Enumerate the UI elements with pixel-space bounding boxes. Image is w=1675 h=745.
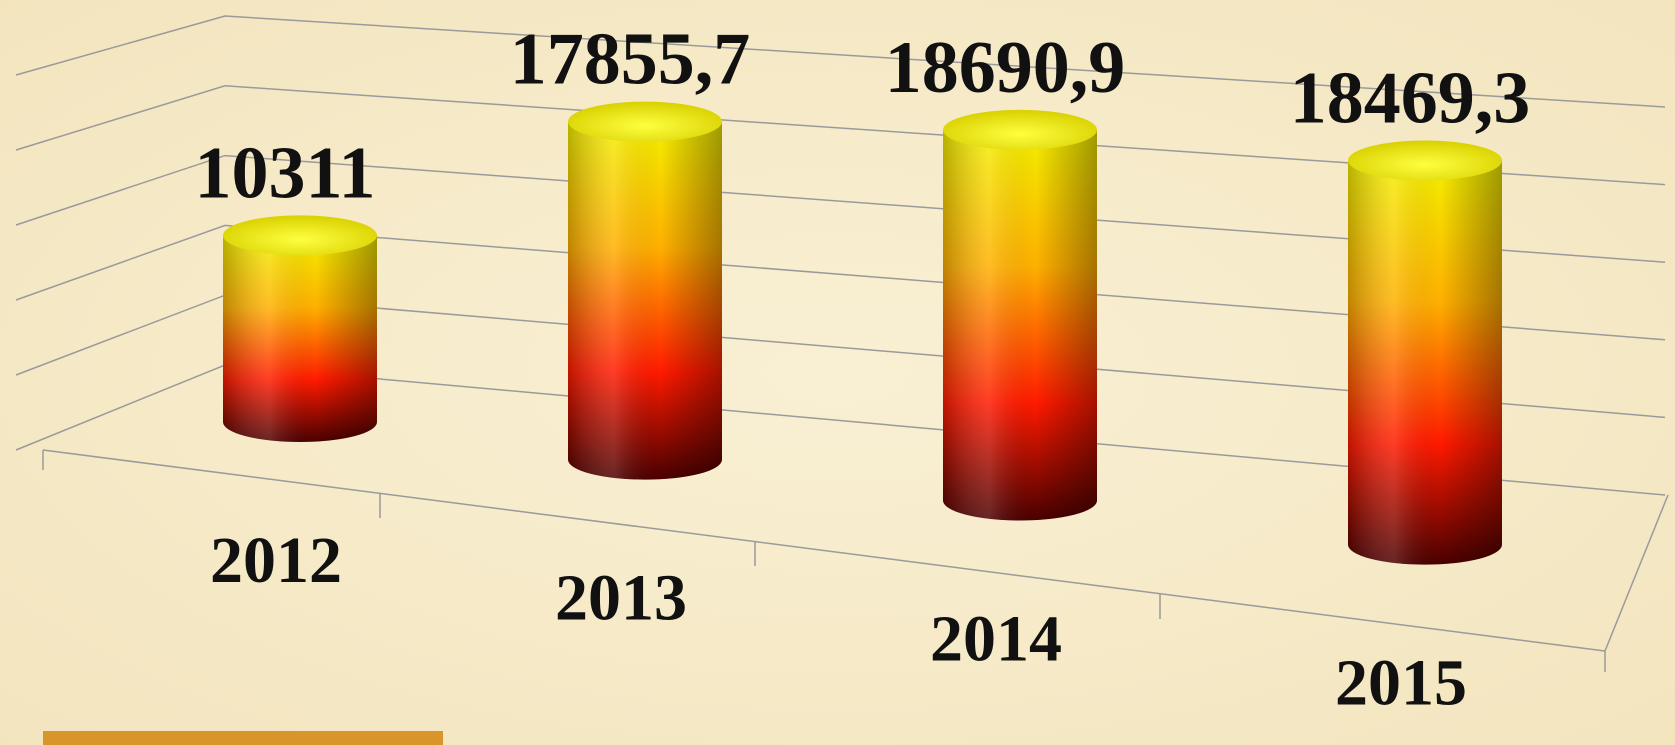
x-tick-label: 2013 [555, 562, 687, 635]
cylinder-shade [943, 130, 1097, 521]
x-tick-label: 2012 [210, 524, 342, 597]
cylinder [943, 110, 1097, 521]
decorative-image [43, 731, 443, 745]
cylinder [223, 215, 377, 442]
cylinder-top [1348, 140, 1502, 180]
chart: 10311 2012 17855,7 2013 18690,9 2014 18469,3 20… [0, 0, 1675, 745]
cylinder-shade [223, 235, 377, 442]
cylinder-top [943, 110, 1097, 150]
x-tick-label: 2015 [1335, 647, 1467, 720]
cylinder [1348, 140, 1502, 564]
cylinder-shade [568, 122, 722, 480]
cylinder [568, 102, 722, 480]
value-label: 18690,9 [885, 27, 1126, 109]
x-tick-label: 2014 [930, 602, 1062, 675]
cylinder-top [223, 215, 377, 255]
value-label: 18469,3 [1290, 57, 1531, 139]
value-label: 17855,7 [510, 19, 751, 101]
cylinder-top [568, 102, 722, 142]
cylinder-shade [1348, 160, 1502, 564]
value-label: 10311 [195, 132, 376, 214]
